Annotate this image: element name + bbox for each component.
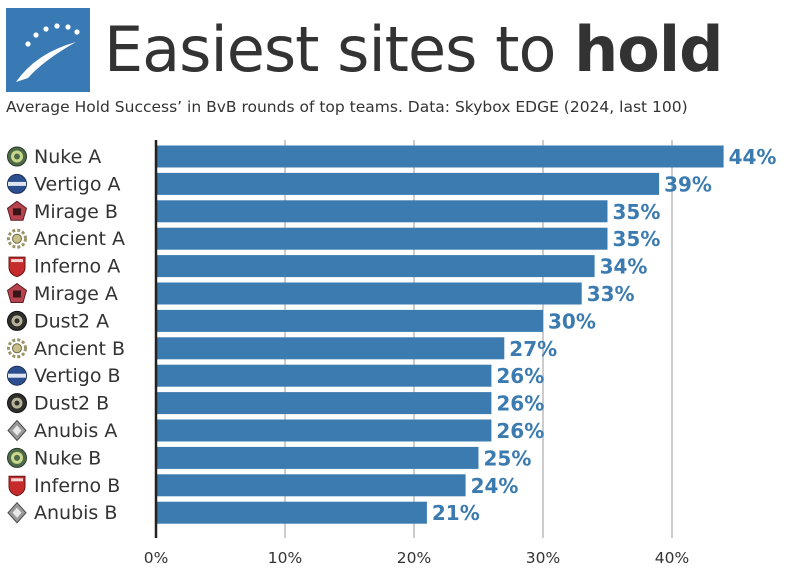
mirage-icon (6, 282, 28, 303)
anubis-icon (7, 419, 27, 442)
ancient-icon (7, 228, 27, 249)
category-label: Mirage A (34, 283, 118, 305)
x-tick-label: 40% (655, 549, 689, 567)
value-label: 26% (496, 364, 544, 388)
value-label: 35% (613, 200, 661, 224)
title-bold: hold (574, 13, 723, 86)
bar (156, 200, 608, 223)
dust2-icon (7, 393, 27, 414)
category-label: Anubis A (34, 420, 117, 442)
dust2-icon (7, 310, 27, 331)
category-label: Nuke A (34, 146, 101, 168)
value-label: 44% (729, 145, 777, 169)
value-label: 34% (600, 255, 648, 279)
bar (156, 145, 724, 168)
value-label: 27% (509, 337, 557, 361)
mirage-icon (6, 200, 28, 221)
category-label: Inferno A (34, 256, 120, 278)
bars (156, 145, 724, 524)
x-tick-label: 0% (144, 549, 169, 567)
category-label: Dust2 B (34, 393, 109, 415)
category-label: Vertigo B (34, 365, 121, 387)
value-label: 39% (664, 172, 712, 196)
value-label: 25% (484, 446, 532, 470)
bar (156, 172, 660, 195)
bar (156, 446, 479, 469)
bar (156, 419, 492, 442)
category-label: Anubis B (34, 502, 117, 524)
map-icons (6, 146, 28, 524)
title-regular: Easiest sites to (104, 13, 575, 86)
anubis-icon (7, 501, 27, 524)
x-tick-label: 10% (268, 549, 302, 567)
category-label: Ancient A (34, 228, 125, 250)
ancient-icon (7, 338, 27, 359)
brand-logo (6, 8, 90, 92)
x-axis: 0% 10% 20% 30% 40% (144, 549, 690, 567)
inferno-icon (8, 256, 26, 278)
chart-title: Easiest sites to hold (104, 2, 723, 98)
value-label: 35% (613, 227, 661, 251)
category-label: Ancient B (34, 338, 125, 360)
value-labels: 44%39%35%35%34%33%30%27%26%26%26%25%24%2… (432, 145, 777, 525)
value-label: 26% (496, 392, 544, 416)
bar (156, 392, 492, 415)
inferno-icon (8, 475, 26, 497)
bar (156, 255, 595, 278)
x-tick-label: 30% (526, 549, 560, 567)
nuke-icon (7, 447, 27, 468)
category-label: Dust2 A (34, 310, 109, 332)
vertigo-icon (7, 173, 27, 194)
bar (156, 501, 427, 524)
category-label: Mirage B (34, 201, 118, 223)
value-label: 24% (471, 474, 519, 498)
value-label: 33% (587, 282, 635, 306)
category-labels: Nuke A Vertigo A Mirage B Ancient A Inferno … (34, 146, 125, 524)
bar (156, 337, 505, 360)
category-label: Inferno B (34, 475, 120, 497)
vertigo-icon (7, 365, 27, 386)
category-label: Nuke B (34, 447, 101, 469)
bar (156, 309, 543, 332)
bar (156, 364, 492, 387)
value-label: 30% (548, 309, 596, 333)
value-label: 26% (496, 419, 544, 443)
x-tick-label: 20% (397, 549, 431, 567)
value-label: 21% (432, 501, 480, 525)
bar (156, 282, 582, 305)
nuke-icon (7, 146, 27, 167)
chart-subtitle: Average Hold Success’ in BvB rounds of t… (6, 98, 688, 116)
category-label: Vertigo A (34, 173, 120, 195)
bar (156, 227, 608, 250)
bar (156, 474, 466, 497)
